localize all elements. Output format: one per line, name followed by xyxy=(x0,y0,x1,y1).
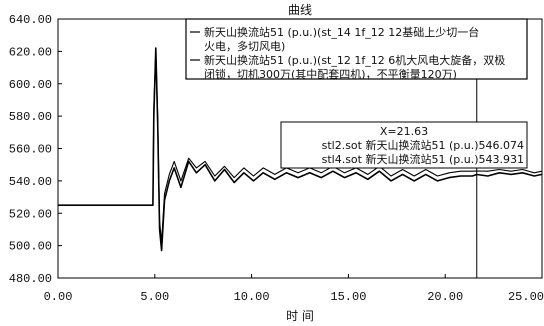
x-axis: 0.00 5.00 10.00 15.00 20.00 25.00 xyxy=(44,274,544,304)
x-tick-label: 15.00 xyxy=(330,290,366,304)
x-tick-label: 10.00 xyxy=(234,290,270,304)
series-line-1 xyxy=(58,47,543,252)
cursor-readout-box xyxy=(280,121,528,169)
y-tick-label: 540.00 xyxy=(9,175,52,189)
legend-item-2: 新天山换流站51 (p.u.)(st_12 1f_12 6机大风电大旋备，双极 xyxy=(204,53,505,67)
cursor-readout: X=21.63 stl2.sot 新天山换流站51 (p.u.)546.074 … xyxy=(280,121,528,169)
y-tick-label: 480.00 xyxy=(9,272,52,286)
legend-item-1: 新天山换流站51 (p.u.)(st_14 1f_12 12基础上少切一台 xyxy=(204,25,479,39)
cursor-readout-value: stl4.sot 新天山换流站51 (p.u.)543.931 xyxy=(322,152,524,166)
y-tick-label: 580.00 xyxy=(9,110,52,124)
y-tick-label: 560.00 xyxy=(9,143,52,157)
cursor-readout-value: stl2.sot 新天山换流站51 (p.u.)546.074 xyxy=(322,138,524,152)
y-tick-label: 500.00 xyxy=(9,240,52,254)
x-tick-label: 25.00 xyxy=(508,290,544,304)
legend-box xyxy=(185,18,528,80)
y-tick-label: 520.00 xyxy=(9,207,52,221)
y-tick-label: 600.00 xyxy=(9,78,52,92)
x-tick-label: 0.00 xyxy=(44,290,73,304)
legend-item-2-cont: 闭锁，切机300万(其中配套四机)，不平衡量120万) xyxy=(204,67,457,81)
series-line-2 xyxy=(58,50,543,243)
chart-title: 曲线 xyxy=(288,3,312,17)
y-axis: 480.00 500.00 520.00 540.00 560.00 580.00 600.… xyxy=(9,13,62,286)
series-layer xyxy=(58,47,543,252)
cursor-x-label: X=21.63 xyxy=(380,125,428,138)
x-tick-label: 5.00 xyxy=(140,290,169,304)
legend-item-1-cont: 火电，多切风电) xyxy=(204,39,285,53)
x-tick-label: 20.00 xyxy=(427,290,463,304)
y-tick-label: 620.00 xyxy=(9,45,52,59)
y-tick-label: 640.00 xyxy=(9,13,52,27)
legend: 新天山换流站51 (p.u.)(st_14 1f_12 12基础上少切一台 火电… xyxy=(185,18,528,81)
x-axis-label: 时 间 xyxy=(286,309,314,323)
